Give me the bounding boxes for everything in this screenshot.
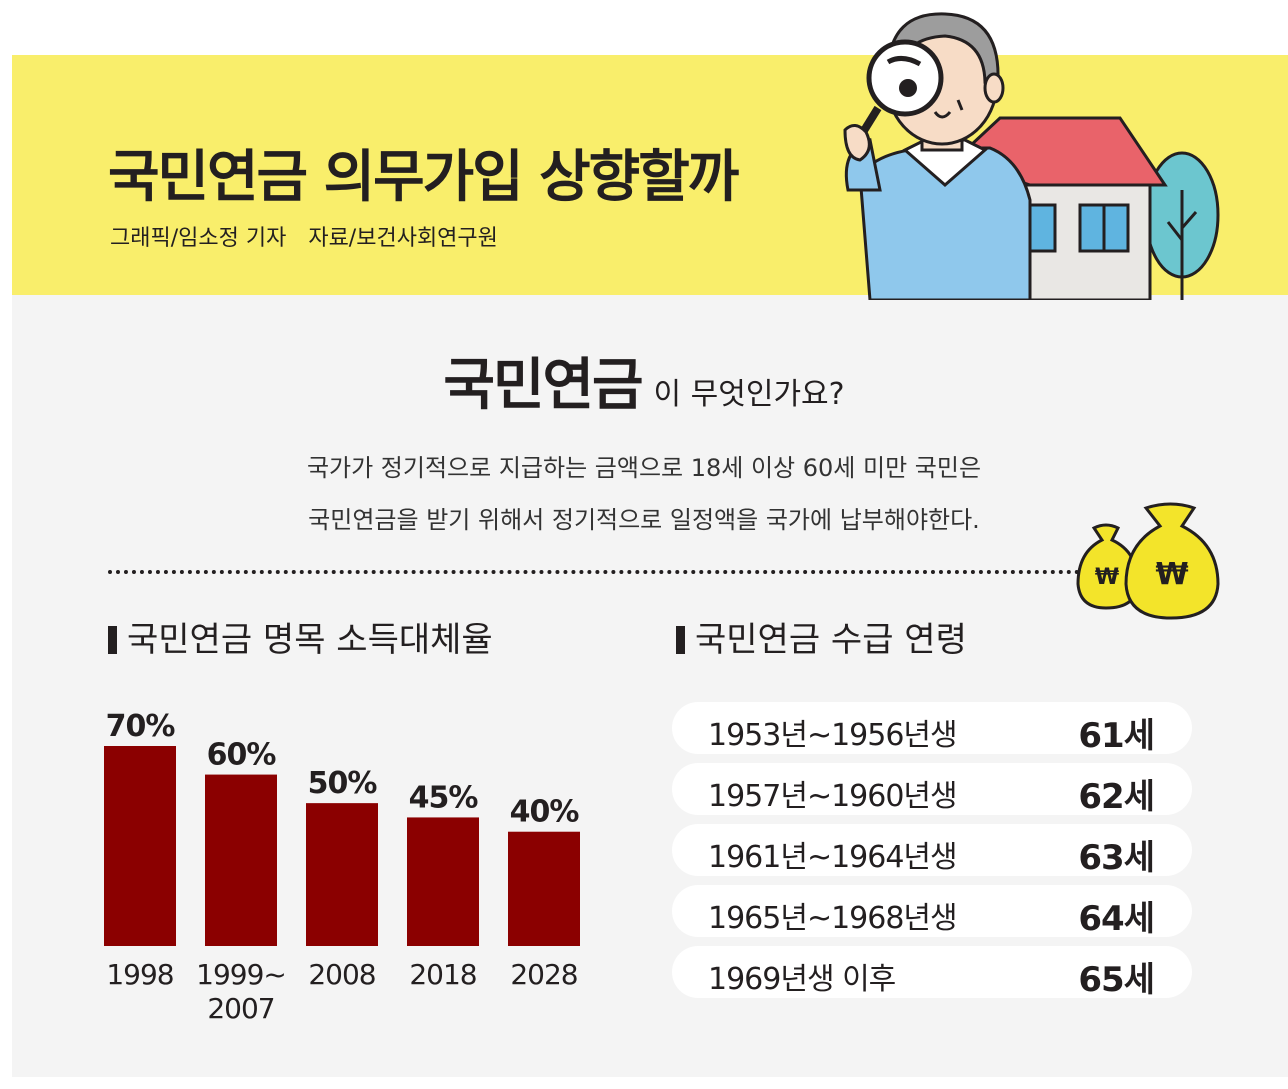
man-figure [843, 12, 1032, 300]
money-bag-small-symbol: ₩ [1095, 565, 1119, 590]
intro-question-bold: 국민연금 [443, 353, 643, 418]
bar-2 [306, 803, 378, 946]
x-tick-label-2: 2008 [308, 958, 375, 991]
man-with-magnifier-illustration [843, 12, 1220, 300]
x-tick-label-1-0: 1999~ [196, 958, 286, 991]
intro-question-rest: 이 무엇인가요? [653, 377, 845, 412]
ages-title-marker [676, 626, 685, 654]
credit-line: 그래픽/임소정 기자 자료/보건사회연구원 [110, 220, 498, 252]
ages-title-text: 국민연금 수급 연령 [695, 620, 967, 660]
age-row: 1965년~1968년생 64세 [672, 885, 1192, 939]
age-row: 1961년~1964년생 63세 [672, 824, 1192, 878]
pension-age: 61세 [1078, 716, 1155, 756]
bar-value-label-2: 50% [308, 766, 378, 801]
pension-age: 62세 [1078, 777, 1155, 817]
chart-title: 국민연금 명목 소득대체율 [108, 612, 493, 661]
bar-value-label-4: 40% [510, 795, 580, 830]
age-row: 1953년~1956년생 61세 [672, 702, 1192, 756]
money-bag-small-icon: ₩ [1076, 523, 1140, 610]
chart-title-text: 국민연금 명목 소득대체율 [127, 620, 493, 660]
money-bags-icon: ₩ ₩ [1076, 502, 1220, 620]
intro-description: 국가가 정기적으로 지급하는 금액으로 18세 이상 60세 미만 국민은 국민… [0, 442, 1288, 546]
bar-value-label-1: 60% [207, 738, 277, 773]
ages-title: 국민연금 수급 연령 [676, 612, 967, 661]
money-bag-large-icon: ₩ [1124, 502, 1220, 620]
dotted-divider [108, 570, 1080, 574]
x-tick-label-4: 2028 [510, 958, 577, 991]
birth-year-range: 1957년~1960년생 [708, 779, 958, 814]
pension-age: 63세 [1078, 838, 1155, 878]
chart-title-marker [108, 626, 117, 654]
page-title: 국민연금 의무가입 상향할까 [108, 145, 739, 210]
birth-year-range: 1965년~1968년생 [708, 901, 958, 936]
money-bag-large-symbol: ₩ [1155, 557, 1188, 592]
age-row: 1957년~1960년생 62세 [672, 763, 1192, 817]
credit-graphic: 그래픽/임소정 기자 [110, 226, 287, 251]
pension-age: 65세 [1078, 960, 1155, 1000]
age-row: 1969년생 이후 65세 [672, 946, 1192, 1000]
birth-year-range: 1953년~1956년생 [708, 718, 958, 753]
intro-question: 국민연금 이 무엇인가요? [0, 340, 1288, 421]
x-tick-label-3: 2018 [409, 958, 476, 991]
birth-year-range: 1961년~1964년생 [708, 840, 958, 875]
intro-line-1: 국가가 정기적으로 지급하는 금액으로 18세 이상 60세 미만 국민은 [306, 454, 982, 482]
credit-source: 자료/보건사회연구원 [308, 226, 498, 251]
bar-value-label-0: 70% [106, 709, 176, 744]
pension-age-list: 1953년~1956년생 61세 1957년~1960년생 62세 1961년~… [672, 702, 1192, 1007]
replacement-rate-bar-chart: 70% 1998 60% 1999~2007 50% 2008 45% 2018 40% 2028 [104, 709, 580, 1025]
bar-value-label-3: 45% [409, 780, 479, 815]
x-tick-label-0: 1998 [106, 958, 173, 991]
bar-4 [508, 831, 580, 946]
pension-age: 64세 [1078, 899, 1155, 939]
bar-1 [205, 774, 277, 946]
bar-3 [407, 817, 479, 946]
intro-line-2: 국민연금을 받기 위해서 정기적으로 일정액을 국가에 납부해야한다. [308, 506, 980, 534]
x-tick-label-1-1: 2007 [207, 992, 274, 1025]
birth-year-range: 1969년생 이후 [708, 962, 896, 997]
bar-0 [104, 746, 176, 946]
